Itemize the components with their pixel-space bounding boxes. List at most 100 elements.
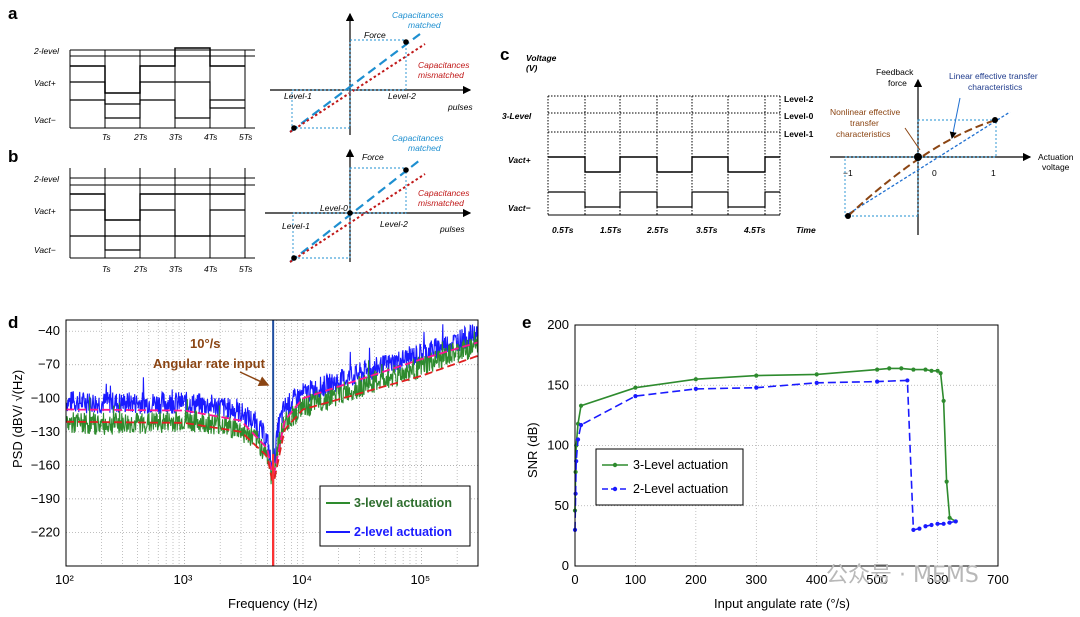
snr-point-3level [573,469,578,475]
snr-point-2level [923,524,928,529]
snr-point-2level [875,379,880,384]
b-label-vact-minus: Vact− [34,245,56,255]
snr-frame [574,324,999,567]
snr-point-2level [633,393,638,399]
snr-point-3level [938,371,943,376]
snr-point-2level [941,521,946,526]
a-label-vact-minus: Vact− [34,115,56,125]
c-tick-4: 3.5Ts [696,225,718,235]
a-tick-4: 4Ts [204,132,218,142]
psd-xtick-label: 10⁴ [292,572,312,587]
snr-xlabel: Input angulate rate (°/s) [714,596,850,611]
snr-legend-marker-2level [612,486,618,492]
c-nonlinear-1: Nonlinear effective [830,107,901,117]
c-level1: Level-1 [784,129,814,139]
snr-xtick-label: 400 [806,572,828,587]
snr-xtick-label: 200 [685,572,707,587]
panel-label-b: b [8,147,18,166]
snr-xtick-label: 700 [987,572,1009,587]
a-label-vact-plus: Vact+ [34,78,56,88]
b-tick-5: 5Ts [239,264,253,274]
psd-xlabel: Frequency (Hz) [228,596,318,611]
c-tick-0: 0 [932,168,937,178]
snr-point-3level [929,368,934,373]
c-label-vact-plus: Vact+ [508,155,531,165]
c-ytitle-2: (V) [526,63,538,73]
panel-label-c: c [500,45,509,64]
watermark: 公众号 · MEMS [826,563,979,588]
c-transfer-ytitle-1: Feedback [876,67,914,77]
a-pulses: pulses [447,102,473,112]
c-tick-3: 2.5Ts [646,225,669,235]
psd-ytick-label: −160 [31,457,60,472]
snr-point-2level [953,519,958,524]
snr-point-3level [899,366,904,371]
psd-fit-1 [66,341,479,476]
psd-annotation-input: Angular rate input [153,356,266,371]
snr-point-3level [754,373,759,378]
snr-ytick-label: 50 [555,498,569,513]
snr-xtick-label: 300 [745,572,767,587]
snr-ytick-label: 100 [547,438,569,453]
psd-xtick-label: 10² [55,572,74,587]
snr-xtick-label: 0 [571,572,578,587]
snr-point-3level [911,367,916,372]
a-tick-1: Ts [102,132,111,142]
snr-point-3level [935,368,940,373]
b-label-2level: 2-level [33,174,60,184]
snr-legend-2level: 2-Level actuation [633,482,728,496]
panel-label-e: e [522,313,531,332]
c-ytitle-1: Voltage [526,53,557,63]
snr-legend-3level: 3-Level actuation [633,458,728,472]
panel-c: c Voltage (V) 3-Level Vact+ Vact− Level-… [500,45,1074,235]
c-transfer-ytitle-2: force [888,78,907,88]
b-tick-2: 2Ts [133,264,148,274]
psd-ytick-label: −40 [38,323,60,338]
b-mismatched-2: mismatched [418,198,464,208]
a-tick-3: 3Ts [169,132,183,142]
snr-point-2level [693,386,698,391]
b-mismatched-1: Capacitances [418,188,470,198]
snr-ytick-label: 200 [547,317,569,332]
snr-point-2level [929,522,934,528]
c-tick-neg1: −1 [843,168,853,178]
b-level0: Level-0 [320,203,348,213]
b-matched-1: Capacitances [392,133,444,143]
snr-ylabel: SNR (dB) [525,422,540,478]
b-label-vact-plus: Vact+ [34,206,56,216]
c-level2: Level-2 [784,94,814,104]
snr-point-2level [573,491,578,496]
snr-point-2level [911,527,916,532]
snr-point-2level [754,385,759,390]
c-xtitle: Time [796,225,816,235]
snr-point-3level [941,398,946,404]
snr-xtick-label: 100 [625,572,647,587]
snr-point-2level [814,380,819,385]
snr-point-2level [575,437,581,442]
b-pulses: pulses [439,224,465,234]
snr-point-3level [875,367,880,372]
snr-point-3level [944,479,949,484]
a-tick-2: 2Ts [133,132,148,142]
psd-ylabel: PSD (dBV/ √(Hz) [10,370,25,468]
snr-point-3level [923,367,928,372]
a-label-2level: 2-level [33,46,60,56]
panel-e: e 0 100 200 300 400 500 600 700 0 50 100 150 200 3-L… [522,313,1009,611]
snr-point-3level [947,515,952,520]
snr-point-2level [947,520,952,525]
snr-point-2level [935,521,940,526]
snr-point-2level [905,378,910,383]
snr-legend-marker-3level [612,462,618,468]
snr-legend [595,448,744,506]
c-tick-1: 0.5Ts [552,225,574,235]
a-mismatched-1: Capacitances [418,60,470,70]
psd-ytick-label: −70 [38,357,60,372]
c-nonlinear-2: transfer [850,118,879,128]
b-tick-3: 3Ts [169,264,183,274]
psd-chart: 10² 10³ 10⁴ 10⁵ −40 −70 −100 −130 −160 −190 −220 [31,319,479,587]
a-tick-5: 5Ts [239,132,253,142]
b-matched-2: matched [408,143,441,153]
psd-xtick-label: 10⁵ [410,572,430,587]
b-level2: Level-2 [380,219,408,229]
c-transfer-xtitle-2: voltage [1042,162,1070,172]
